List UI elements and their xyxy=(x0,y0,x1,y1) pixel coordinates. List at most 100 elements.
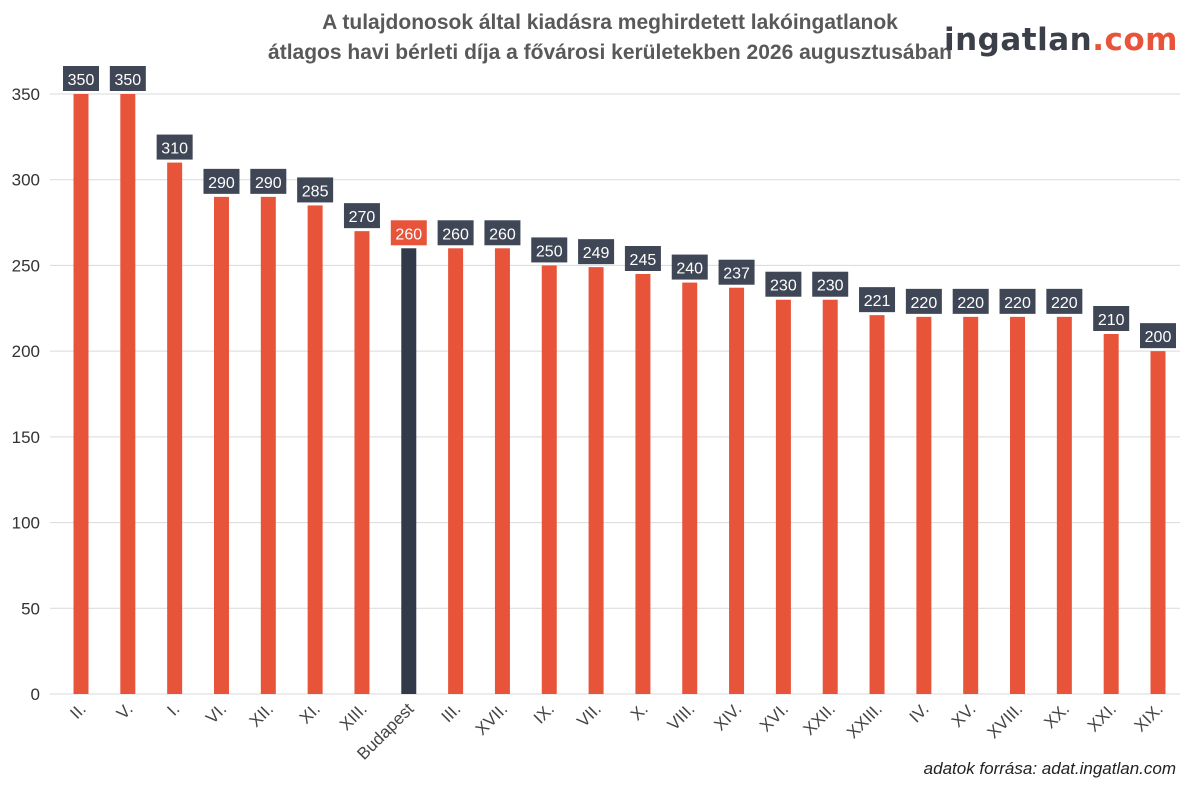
value-label: 260 xyxy=(442,226,469,243)
x-tick-label: VIII. xyxy=(664,699,699,734)
value-label-box xyxy=(63,66,99,91)
ingatlan-logo: ingatlan.com xyxy=(944,22,1178,58)
chart-title-line2: átlagos havi bérleti díja a fővárosi ker… xyxy=(268,41,952,64)
value-label-box xyxy=(484,220,521,246)
bar xyxy=(775,299,791,694)
bar xyxy=(822,299,838,694)
y-tick-label: 0 xyxy=(31,685,40,704)
x-tick-label: I. xyxy=(163,699,183,719)
value-label: 220 xyxy=(1051,295,1078,312)
bar xyxy=(307,205,323,694)
x-tick-label: II. xyxy=(66,699,89,722)
value-label-box xyxy=(859,287,896,313)
x-tick-label: XI. xyxy=(296,699,324,727)
x-tick-label: III. xyxy=(438,699,465,726)
bar xyxy=(167,162,183,695)
x-tick-label: IV. xyxy=(906,699,933,726)
value-label: 310 xyxy=(161,141,188,158)
x-tick-label: V. xyxy=(113,699,137,723)
value-label-box xyxy=(999,288,1036,314)
bar xyxy=(1150,351,1166,694)
bar xyxy=(401,248,417,695)
value-label: 350 xyxy=(68,72,95,89)
x-tick-label: VI. xyxy=(202,699,230,727)
value-label: 220 xyxy=(1004,295,1031,312)
value-label: 290 xyxy=(255,175,282,192)
bar xyxy=(120,94,136,694)
x-tick-label: XV. xyxy=(948,699,980,731)
x-tick-label: XXIII. xyxy=(843,699,886,742)
x-tick-label: X. xyxy=(627,699,652,724)
logo-text-part2: .com xyxy=(1092,22,1178,58)
value-label-box xyxy=(437,220,474,246)
bar xyxy=(588,267,604,694)
x-tick-label: XVII. xyxy=(472,699,511,738)
value-label: 230 xyxy=(817,278,844,295)
value-label: 285 xyxy=(302,183,329,200)
value-label-box xyxy=(109,66,146,91)
value-label-box xyxy=(343,203,380,229)
x-tick-label: XXI. xyxy=(1084,699,1120,735)
value-label: 240 xyxy=(676,261,703,278)
y-tick-label: 200 xyxy=(12,342,40,361)
bar xyxy=(729,287,745,694)
value-label: 245 xyxy=(630,252,657,269)
bar xyxy=(1010,316,1026,694)
bar xyxy=(494,248,510,695)
bar xyxy=(260,196,276,694)
y-tick-label: 300 xyxy=(12,171,40,190)
value-label-box xyxy=(952,288,989,314)
value-label: 200 xyxy=(1145,329,1172,346)
value-label: 237 xyxy=(723,266,750,283)
value-label: 260 xyxy=(489,226,516,243)
value-label: 230 xyxy=(770,278,797,295)
x-tick-label: XIV. xyxy=(710,699,745,734)
bar xyxy=(635,274,651,694)
x-tick-label: XXII. xyxy=(800,699,839,738)
bar xyxy=(963,316,979,694)
bar xyxy=(213,196,229,694)
value-label: 350 xyxy=(114,72,141,89)
chart-title-line1: A tulajdonosok által kiadásra meghirdete… xyxy=(322,11,898,34)
x-tick-label: VII. xyxy=(573,699,604,730)
bar xyxy=(916,316,932,694)
x-tick-label: XII. xyxy=(246,699,277,730)
x-tick-label: XIII. xyxy=(336,699,371,734)
y-tick-label: 350 xyxy=(12,85,40,104)
bar xyxy=(73,94,89,694)
bar xyxy=(869,315,885,694)
value-label: 220 xyxy=(911,295,938,312)
x-tick-label: XX. xyxy=(1040,699,1073,732)
value-label-box xyxy=(1046,288,1083,314)
value-label-box xyxy=(624,246,661,271)
x-tick-label: IX. xyxy=(530,699,558,727)
x-tick-label: XVIII. xyxy=(984,699,1027,742)
bar xyxy=(541,265,557,694)
logo-text-part1: ingatlan xyxy=(943,22,1093,58)
value-label-box xyxy=(578,239,615,265)
value-label-box xyxy=(1140,323,1176,349)
value-label: 260 xyxy=(395,226,422,243)
y-tick-label: 150 xyxy=(12,428,40,447)
bar xyxy=(682,282,698,694)
value-label-box xyxy=(765,271,802,297)
value-label: 220 xyxy=(957,295,984,312)
x-tick-label: XIX. xyxy=(1131,699,1167,735)
data-source-note: adatok forrása: adat.ingatlan.com xyxy=(923,759,1176,778)
value-label: 250 xyxy=(536,243,563,260)
value-label-box xyxy=(203,168,240,194)
value-label: 210 xyxy=(1098,312,1125,329)
value-label-box xyxy=(250,168,287,194)
bar xyxy=(1056,316,1072,694)
value-label-box xyxy=(297,177,334,203)
bar xyxy=(1103,334,1119,694)
chart-title: A tulajdonosok által kiadásra meghirdete… xyxy=(230,8,990,68)
y-tick-label: 100 xyxy=(12,514,40,533)
value-label: 249 xyxy=(583,245,610,262)
bar xyxy=(354,231,370,694)
y-tick-label: 250 xyxy=(12,256,40,275)
value-label: 270 xyxy=(349,209,376,226)
value-label-box xyxy=(718,259,755,285)
x-tick-label: XVI. xyxy=(756,699,792,735)
